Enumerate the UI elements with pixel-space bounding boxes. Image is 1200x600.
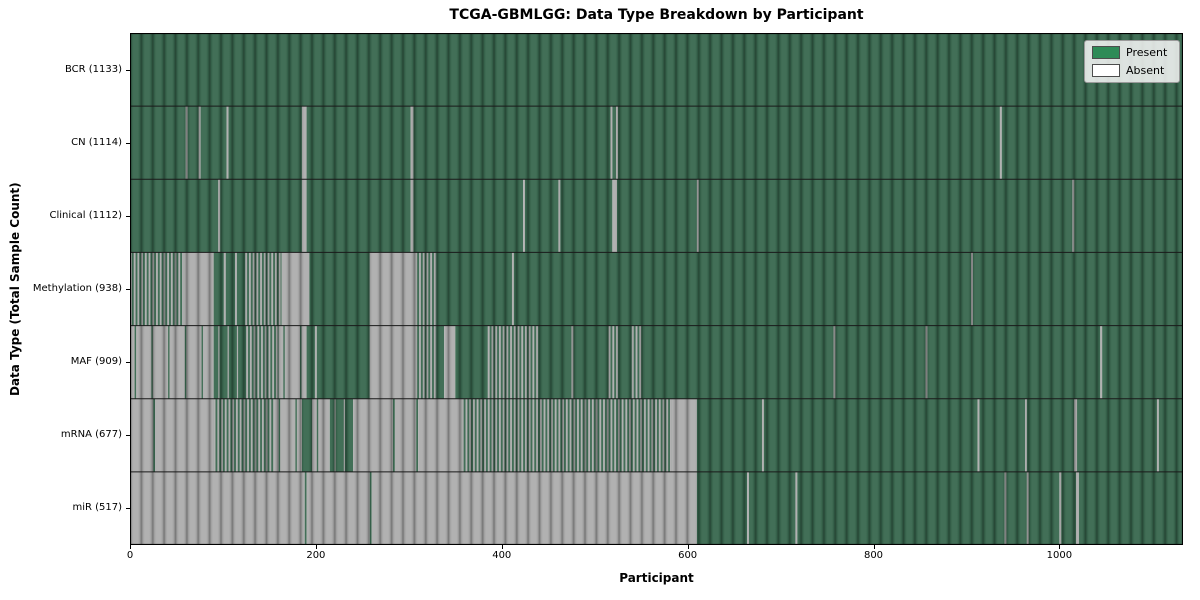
x-tick-label: 200 [306,550,326,561]
x-tick-mark [1059,545,1061,549]
y-tick-mark [126,215,130,217]
y-tick-mark [126,289,130,290]
y-tick-mark [126,362,130,364]
y-tick-mark [126,435,130,437]
x-tick-label: 0 [126,550,134,561]
chart-title: TCGA-GBMLGG: Data Type Breakdown by Part… [449,7,864,23]
y-tick-label-mRNA: mRNA (677) [60,429,122,441]
plot-border [130,33,1183,545]
x-tick-mark [130,545,131,549]
y-tick-mark [126,69,130,71]
x-tick-mark [687,545,689,549]
x-tick-mark [501,545,503,549]
x-tick-label: 400 [492,550,512,561]
x-tick-label: 600 [678,550,698,561]
y-tick-label-BCR: BCR (1133) [64,63,122,75]
y-tick-mark [126,508,130,510]
legend-item-absent: Absent [1092,64,1172,77]
legend-label-absent: Absent [1126,64,1165,77]
y-axis-label: Data Type (Total Sample Count) [8,182,22,396]
x-tick-mark [315,545,317,549]
x-tick-label: 800 [863,550,884,561]
x-tick-mark [873,545,875,549]
y-tick-label-Methylation: Methylation (938) [32,283,122,294]
present-swatch-icon [1092,46,1120,59]
legend-label-present: Present [1126,46,1168,59]
y-tick-mark [126,142,130,144]
heatmap-plot [130,33,1183,545]
y-tick-label-miR: miR (517) [72,502,122,514]
bar-texture-overlay [130,33,1183,545]
x-tick-label: 1000 [1046,550,1073,561]
x-axis-label: Participant [619,571,694,585]
legend-item-present: Present [1092,46,1172,59]
absent-swatch-icon [1092,64,1120,77]
y-tick-label-MAF: MAF (909) [70,356,122,368]
y-tick-label-Clinical: Clinical (1112) [49,209,123,221]
y-tick-label-CN: CN (1114) [71,136,122,148]
legend: Present Absent [1084,40,1180,83]
